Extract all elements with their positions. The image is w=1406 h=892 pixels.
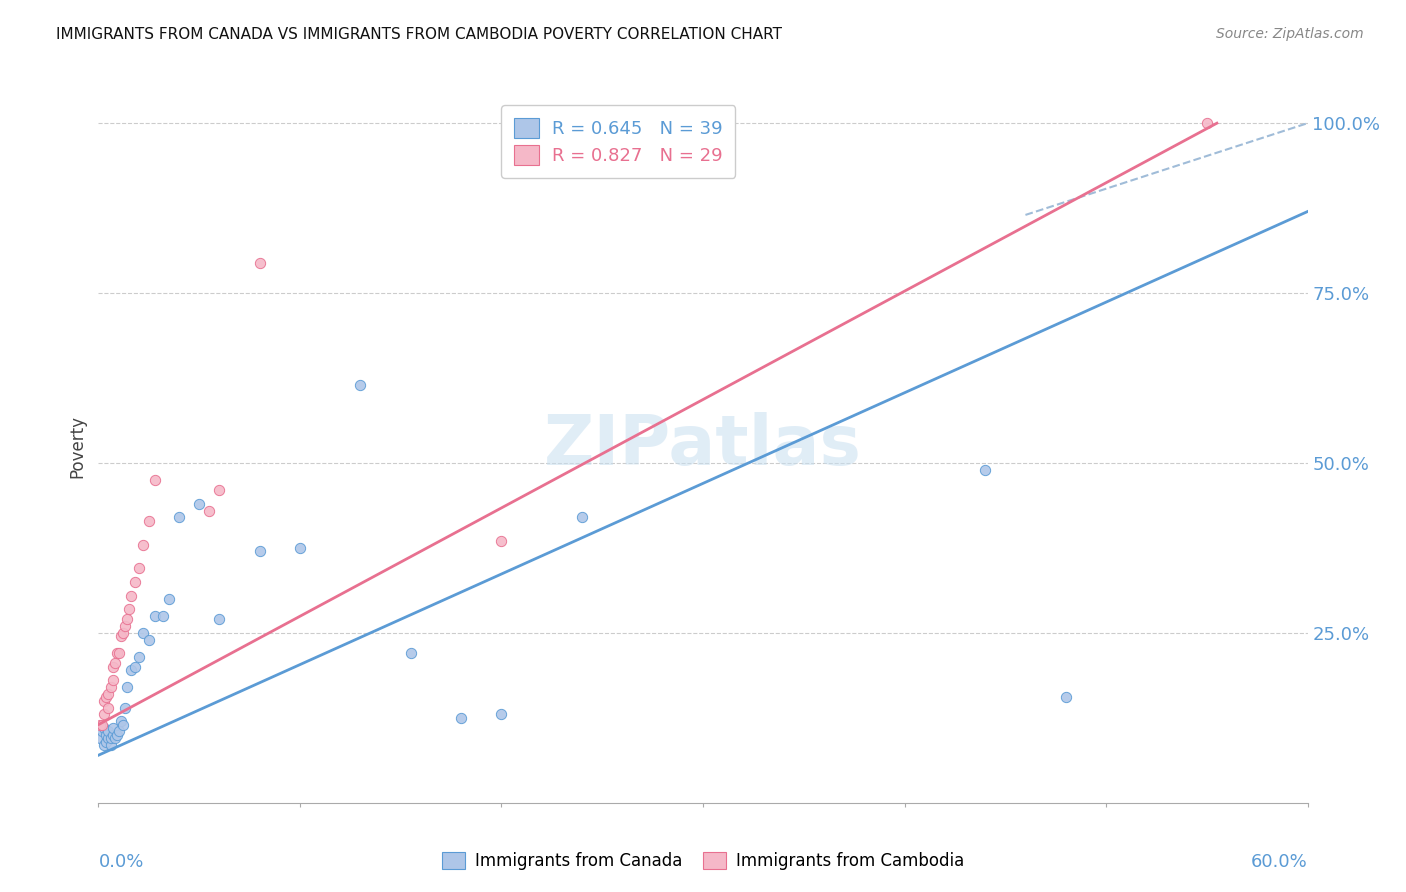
- Point: [97, 731, 120, 746]
- Point: [491, 707, 513, 722]
- Point: [167, 510, 190, 524]
- Legend: Immigrants from Canada, Immigrants from Cambodia: Immigrants from Canada, Immigrants from …: [436, 845, 970, 877]
- Point: [97, 700, 120, 714]
- Point: [97, 687, 120, 701]
- Point: [143, 473, 166, 487]
- Point: [124, 574, 146, 589]
- Point: [208, 612, 231, 626]
- Point: [105, 646, 128, 660]
- Point: [288, 541, 311, 555]
- Point: [120, 663, 142, 677]
- Point: [96, 734, 118, 748]
- Text: Source: ZipAtlas.com: Source: ZipAtlas.com: [1216, 27, 1364, 41]
- Point: [115, 612, 138, 626]
- Point: [198, 503, 221, 517]
- Point: [120, 589, 142, 603]
- Point: [96, 690, 118, 705]
- Point: [91, 717, 114, 731]
- Point: [349, 377, 371, 392]
- Text: ZIPatlas: ZIPatlas: [544, 412, 862, 480]
- Point: [111, 717, 134, 731]
- Point: [101, 721, 124, 735]
- Point: [105, 728, 128, 742]
- Point: [110, 629, 132, 643]
- Point: [124, 660, 146, 674]
- Point: [249, 255, 271, 269]
- Point: [143, 608, 166, 623]
- Point: [491, 534, 513, 549]
- Text: 60.0%: 60.0%: [1251, 853, 1308, 871]
- Text: 0.0%: 0.0%: [98, 853, 143, 871]
- Point: [97, 724, 120, 739]
- Point: [103, 731, 125, 746]
- Point: [450, 711, 472, 725]
- Point: [111, 626, 134, 640]
- Point: [128, 561, 150, 575]
- Point: [114, 619, 136, 633]
- Point: [118, 602, 141, 616]
- Point: [89, 717, 111, 731]
- Point: [101, 673, 124, 688]
- Point: [152, 608, 174, 623]
- Point: [101, 728, 124, 742]
- Point: [107, 646, 129, 660]
- Point: [93, 721, 115, 735]
- Point: [157, 591, 180, 606]
- Point: [93, 694, 115, 708]
- Point: [93, 738, 115, 752]
- Point: [101, 660, 124, 674]
- Point: [110, 714, 132, 729]
- Point: [1195, 116, 1218, 130]
- Point: [89, 731, 111, 746]
- Point: [96, 728, 118, 742]
- Point: [93, 707, 115, 722]
- Point: [100, 680, 122, 694]
- Point: [100, 731, 122, 746]
- Y-axis label: Poverty: Poverty: [69, 415, 87, 477]
- Point: [249, 544, 271, 558]
- Point: [399, 646, 422, 660]
- Point: [132, 626, 155, 640]
- Text: IMMIGRANTS FROM CANADA VS IMMIGRANTS FROM CAMBODIA POVERTY CORRELATION CHART: IMMIGRANTS FROM CANADA VS IMMIGRANTS FRO…: [56, 27, 782, 42]
- Point: [974, 463, 997, 477]
- Point: [1054, 690, 1077, 705]
- Point: [115, 680, 138, 694]
- Point: [138, 514, 160, 528]
- Point: [91, 724, 114, 739]
- Point: [132, 537, 155, 551]
- Point: [571, 510, 593, 524]
- Point: [208, 483, 231, 498]
- Point: [114, 700, 136, 714]
- Point: [103, 657, 125, 671]
- Point: [100, 738, 122, 752]
- Point: [107, 724, 129, 739]
- Point: [138, 632, 160, 647]
- Point: [128, 649, 150, 664]
- Point: [188, 497, 211, 511]
